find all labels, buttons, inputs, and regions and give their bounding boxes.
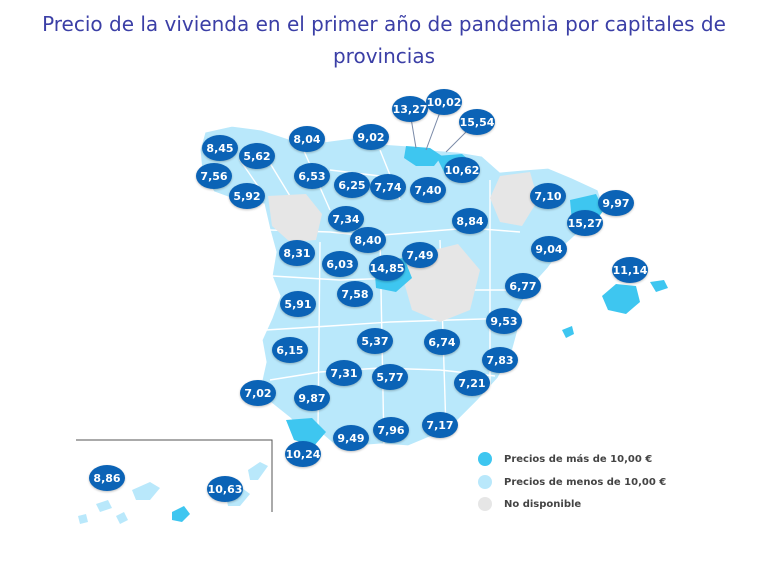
price-badge: 7,58 [337, 281, 373, 307]
price-badge: 5,37 [357, 328, 393, 354]
price-badge: 7,74 [370, 174, 406, 200]
price-badge: 10,02 [426, 89, 462, 115]
legend-swatch-high [478, 452, 492, 466]
price-badge: 5,62 [239, 143, 275, 169]
price-badge: 10,62 [444, 157, 480, 183]
title-line-1: Precio de la vivienda en el primer año d… [42, 12, 726, 36]
price-badge: 9,53 [486, 308, 522, 334]
price-badge: 5,77 [372, 364, 408, 390]
price-badge: 6,74 [424, 329, 460, 355]
legend-label-high: Precios de más de 10,00 € [504, 453, 653, 465]
price-badge: 8,04 [289, 126, 325, 152]
price-badge: 9,87 [294, 385, 330, 411]
price-badge: 7,21 [454, 370, 490, 396]
price-badge: 5,91 [280, 291, 316, 317]
price-badge: 8,40 [350, 227, 386, 253]
price-badge: 9,97 [598, 190, 634, 216]
balearic-menorca [650, 280, 668, 292]
price-badge: 9,04 [531, 236, 567, 262]
price-badge: 8,86 [89, 465, 125, 491]
legend-label-low: Precios de menos de 10,00 € [504, 476, 667, 488]
legend-item-high: Precios de más de 10,00 € [478, 452, 652, 466]
price-badge: 11,14 [612, 257, 648, 283]
legend-item-low: Precios de menos de 10,00 € [478, 475, 666, 489]
price-badge: 6,03 [322, 251, 358, 277]
price-badge: 6,77 [505, 273, 541, 299]
price-badge: 9,02 [353, 124, 389, 150]
balearic-ibiza [562, 326, 574, 338]
price-badge: 7,56 [196, 163, 232, 189]
price-badge: 7,02 [240, 380, 276, 406]
legend-swatch-low [478, 475, 492, 489]
price-badge: 9,49 [333, 425, 369, 451]
canary-inset-frame [76, 439, 273, 512]
gran-canaria-shape [172, 506, 190, 522]
price-badge: 8,84 [452, 208, 488, 234]
price-badge: 6,53 [294, 163, 330, 189]
balearic-mallorca [602, 284, 640, 314]
legend-item-na: No disponible [478, 497, 581, 511]
price-badge: 7,34 [328, 206, 364, 232]
price-badge: 7,17 [422, 412, 458, 438]
price-badge: 8,31 [279, 240, 315, 266]
price-badge: 7,31 [326, 360, 362, 386]
price-badge: 13,27 [392, 96, 428, 122]
price-badge: 10,24 [285, 441, 321, 467]
title-line-2: provincias [332, 44, 435, 68]
price-badge: 7,40 [410, 177, 446, 203]
price-badge: 7,10 [530, 183, 566, 209]
price-badge: 6,25 [334, 172, 370, 198]
price-badge: 5,92 [229, 183, 265, 209]
price-badge: 8,45 [202, 135, 238, 161]
price-badge: 7,96 [373, 417, 409, 443]
price-badge: 14,85 [369, 255, 405, 281]
price-badge: 15,27 [567, 210, 603, 236]
price-badge: 10,63 [207, 476, 243, 502]
price-badge: 7,49 [402, 242, 438, 268]
map-title: Precio de la vivienda en el primer año d… [0, 8, 768, 72]
price-badge: 15,54 [459, 109, 495, 135]
price-badge: 7,83 [482, 347, 518, 373]
legend-label-na: No disponible [504, 498, 582, 510]
price-badge: 6,15 [272, 337, 308, 363]
legend-swatch-na [478, 497, 492, 511]
